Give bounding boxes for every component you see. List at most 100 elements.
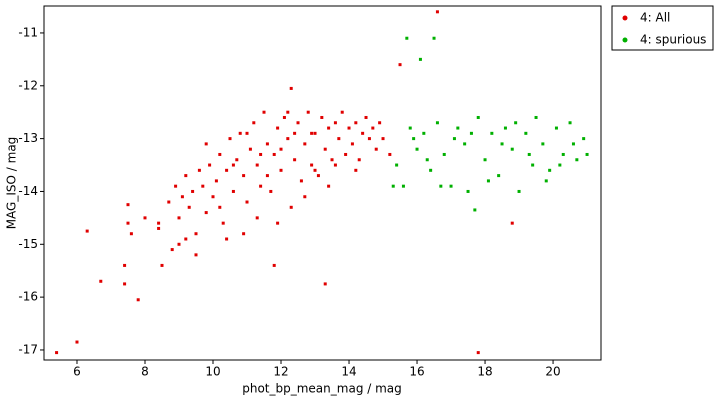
point — [194, 232, 198, 236]
point — [367, 137, 371, 141]
point — [374, 147, 378, 151]
point — [483, 158, 487, 162]
point — [211, 195, 215, 199]
point — [575, 158, 579, 162]
x-tick-label: 6 — [73, 365, 81, 379]
point — [252, 121, 256, 125]
point — [449, 184, 453, 188]
point — [235, 158, 239, 162]
point — [439, 184, 443, 188]
legend-marker — [622, 15, 628, 21]
point — [293, 131, 297, 135]
point — [289, 86, 293, 90]
legend-marker — [622, 37, 628, 43]
point — [225, 168, 229, 172]
point — [541, 142, 545, 146]
point — [177, 216, 181, 220]
point — [255, 216, 259, 220]
point — [177, 242, 181, 246]
point — [568, 121, 572, 125]
point — [293, 158, 297, 162]
point — [432, 36, 436, 40]
point — [357, 158, 361, 162]
point — [170, 248, 174, 252]
point — [204, 211, 208, 215]
point — [571, 142, 575, 146]
point — [412, 137, 416, 141]
point — [313, 168, 317, 172]
point — [497, 174, 501, 178]
y-tick-label: -12 — [18, 78, 38, 92]
point — [265, 142, 269, 146]
point — [231, 189, 235, 193]
point — [354, 168, 358, 172]
point — [184, 174, 188, 178]
point — [425, 158, 429, 162]
point — [408, 126, 412, 130]
point — [388, 152, 392, 156]
point — [398, 63, 402, 67]
point — [469, 131, 473, 135]
point — [279, 168, 283, 172]
point — [126, 221, 130, 225]
point — [242, 174, 246, 178]
point — [55, 351, 59, 355]
point — [157, 221, 161, 225]
x-tick-label: 20 — [545, 365, 560, 379]
point — [259, 152, 263, 156]
point — [262, 110, 266, 114]
x-tick-label: 16 — [409, 365, 424, 379]
point — [548, 168, 552, 172]
point — [323, 282, 327, 286]
y-tick-label: -17 — [18, 342, 38, 356]
point — [272, 263, 276, 267]
point — [286, 110, 290, 114]
plot-area — [43, 5, 602, 361]
point — [333, 163, 337, 167]
point — [347, 126, 351, 130]
point — [136, 298, 140, 302]
legend-label: 4: spurious — [640, 33, 706, 47]
legend-label: 4: All — [640, 11, 670, 25]
point — [269, 189, 273, 193]
point — [282, 115, 286, 119]
point — [255, 163, 259, 167]
point — [350, 142, 354, 146]
point — [296, 121, 300, 125]
x-tick-label: 12 — [273, 365, 288, 379]
point — [514, 121, 518, 125]
point — [231, 163, 235, 167]
point — [378, 121, 382, 125]
point — [463, 142, 467, 146]
point — [303, 142, 307, 146]
point — [248, 147, 252, 151]
point — [364, 115, 368, 119]
x-tick-label: 14 — [341, 365, 356, 379]
point — [561, 152, 565, 156]
point — [228, 137, 232, 141]
point — [201, 184, 205, 188]
point — [435, 10, 439, 14]
point — [320, 115, 324, 119]
point — [184, 237, 188, 241]
point — [214, 179, 218, 183]
point — [391, 184, 395, 188]
point — [340, 110, 344, 114]
point — [531, 163, 535, 167]
point — [486, 179, 490, 183]
point — [191, 189, 195, 193]
point — [180, 195, 184, 199]
point — [208, 163, 212, 167]
point — [405, 36, 409, 40]
point — [452, 137, 456, 141]
point — [490, 131, 494, 135]
y-tick-label: -13 — [18, 131, 38, 145]
point — [476, 351, 480, 355]
point — [442, 152, 446, 156]
point — [272, 152, 276, 156]
point — [143, 216, 147, 220]
point — [306, 110, 310, 114]
point — [344, 152, 348, 156]
